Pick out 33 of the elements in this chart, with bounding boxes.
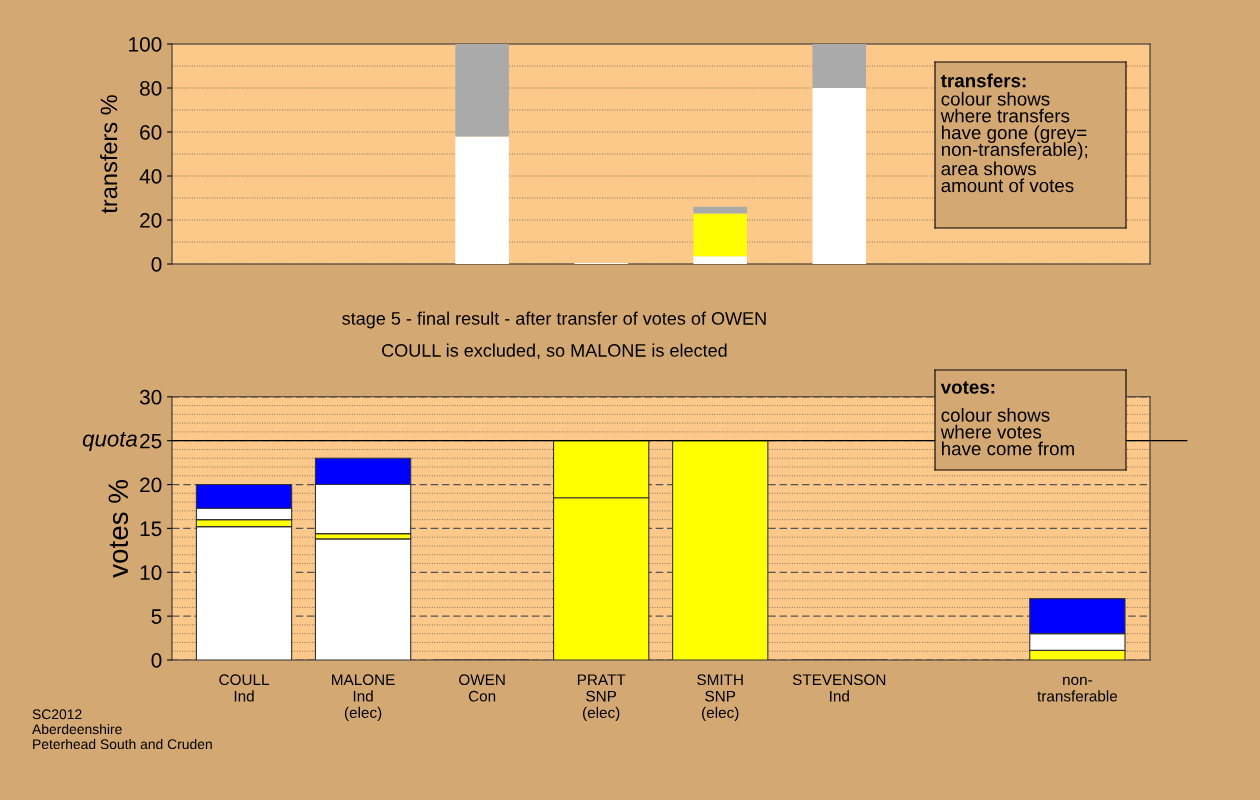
bar — [693, 256, 748, 264]
y-axis-title: votes % — [108, 479, 129, 578]
y-tick-label: 80 — [140, 81, 162, 96]
y-tick-label: 30 — [139, 389, 162, 405]
chart-subtitle: COULL is excluded, so MALONE is elected — [382, 343, 727, 359]
y-axis-title: transfers % — [99, 95, 118, 214]
bar — [812, 44, 867, 88]
y-tick-label: 0 — [151, 653, 162, 668]
x-tick-label: PRATT SNP (elec) — [577, 674, 626, 722]
x-tick-label: non- transferable — [1037, 676, 1118, 702]
y-tick-label: 15 — [140, 521, 162, 537]
x-tick-label: OWEN Con — [459, 674, 505, 702]
y-tick-label: 40 — [139, 169, 162, 184]
bar — [455, 44, 509, 137]
text: SC2012 Aberdeenshire Peterhead South and Cruden — [32, 709, 212, 750]
x-tick-label: MALONE Ind (elec) — [332, 674, 395, 722]
y-tick-label: 100 — [129, 37, 162, 52]
bar — [455, 136, 509, 264]
x-tick-label: SMITH SNP (elec) — [697, 674, 743, 722]
chart-title: stage 5 - final result - after transfer of votes of OWEN — [342, 311, 766, 329]
ref-line-label: quota — [82, 432, 138, 452]
x-tick-label: COULL Ind — [219, 674, 269, 702]
y-tick-label: 20 — [140, 477, 162, 493]
y-tick-label: 0 — [151, 257, 162, 272]
x-tick-label: STEVENSON Ind — [792, 674, 886, 702]
bar — [812, 88, 867, 264]
bar — [693, 206, 748, 214]
y-tick-label: 25 — [140, 433, 162, 449]
bar — [693, 213, 748, 257]
y-tick-label: 5 — [151, 609, 162, 624]
y-tick-label: 10 — [140, 565, 162, 581]
y-tick-label: 20 — [140, 213, 162, 228]
y-tick-label: 60 — [140, 125, 162, 140]
